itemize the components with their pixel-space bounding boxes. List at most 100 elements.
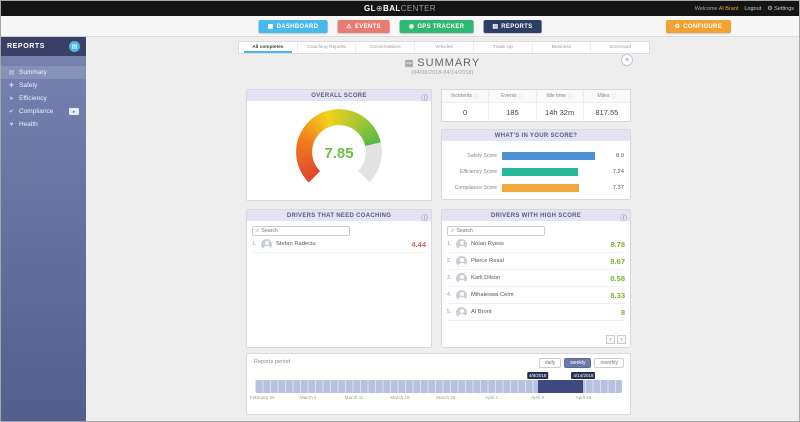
high-driver-row[interactable]: 3. Karli Dilson 8.58: [447, 270, 625, 287]
monthly-button[interactable]: monthly: [594, 358, 624, 368]
export-print-icon[interactable]: ≡: [621, 54, 633, 66]
tick-label: April 1: [485, 395, 499, 400]
safety-score-value: 8.9: [615, 153, 624, 159]
high-driver-row[interactable]: 4. Mihaleswa Celm 8.33: [447, 287, 625, 304]
coaching-driver-row[interactable]: 1. Stefan Radeciu 4.44: [252, 236, 426, 253]
safety-score-bar: [502, 152, 596, 160]
tab-business[interactable]: Business: [533, 42, 592, 53]
driver-avatar: [261, 238, 272, 250]
compliance-score-row: Compliance Score 7.37: [448, 180, 624, 196]
sidebar-item-safety[interactable]: ✚ Safety: [8, 82, 38, 89]
overall-info-icon[interactable]: ⓘ: [421, 94, 428, 102]
tick-label: April 15: [575, 395, 592, 400]
sidebar-item-efficiency[interactable]: ➤ Efficiency: [8, 95, 47, 102]
reports-button[interactable]: ▤ REPORTS: [483, 20, 542, 33]
miles-label: Miles ⓘ: [597, 93, 617, 100]
selected-week-handle[interactable]: [537, 380, 584, 393]
daily-button[interactable]: daily: [538, 358, 562, 368]
overall-score-header: OVERALL SCORE ⓘ: [247, 90, 431, 102]
page-next-button[interactable]: ›: [617, 335, 626, 344]
high-driver-row[interactable]: 2. Pierce Resal 8.67: [447, 253, 625, 270]
driver-rank: 1.: [447, 241, 452, 247]
tick-label: March 4: [299, 395, 317, 400]
high-score-search-input[interactable]: [456, 228, 541, 234]
driver-name[interactable]: Nolan Ryess: [471, 241, 504, 247]
miles-info-icon[interactable]: ⓘ: [611, 93, 617, 100]
events-icon: ⚠: [346, 24, 352, 30]
driver-rank: 1.: [252, 241, 257, 247]
driver-name[interactable]: Karli Dilson: [471, 275, 501, 281]
tab-trade-up[interactable]: Trade Up: [474, 42, 533, 53]
idle-time-value: 14h 32m: [537, 103, 584, 121]
efficiency-score-bar: [502, 168, 579, 176]
driver-score-low: 4.44: [411, 239, 426, 249]
gps-tracker-button[interactable]: ◉ GPS TRACKER: [399, 20, 474, 33]
idle-info-icon[interactable]: ⓘ: [567, 93, 573, 100]
driver-avatar: [456, 255, 467, 267]
safety-score-row: Safety Score 8.9: [448, 148, 624, 164]
high-score-info-icon[interactable]: ⓘ: [620, 214, 627, 222]
overall-score-card: OVERALL SCORE ⓘ 7.85: [246, 89, 432, 201]
health-icon: ♥: [9, 121, 14, 128]
safety-icon: ✚: [8, 83, 15, 89]
events-info-icon[interactable]: ⓘ: [518, 93, 524, 100]
events-button[interactable]: ⚠ EVENTS: [337, 20, 390, 33]
coaching-header: DRIVERS THAT NEED COACHING ⓘ: [247, 210, 431, 222]
timeline-track[interactable]: 4/8/2018 4/14/2018: [255, 372, 622, 393]
high-score-search: ⌕: [447, 226, 545, 236]
weekly-button[interactable]: weekly: [564, 358, 592, 368]
compliance-score-label: Compliance Score: [454, 185, 497, 191]
brand-text-left: GL: [364, 4, 376, 13]
compliance-icon: ✔: [8, 109, 15, 115]
sidebar-item-health[interactable]: ♥ Health: [9, 121, 38, 128]
tab-all-completes[interactable]: All completes: [239, 42, 298, 53]
page-prev-button[interactable]: ‹: [606, 335, 615, 344]
safety-score-track: [502, 152, 607, 160]
brand-logo: GL⊕BALCENTER: [364, 1, 436, 16]
dashboard-button[interactable]: ▦ DASHBOARD: [258, 20, 328, 33]
topbar-links: Welcome Al Brant Logout ⚙ Settings: [695, 1, 794, 16]
sidebar-item-summary[interactable]: ▤ Summary: [1, 66, 86, 79]
driver-name[interactable]: Mihaleswa Celm: [471, 292, 514, 298]
tab-coaching-reports[interactable]: Coaching Reports: [298, 42, 357, 53]
high-driver-row[interactable]: 5. Al Bront 8: [447, 304, 625, 321]
pagination: ‹ ›: [606, 335, 626, 344]
timeline-labels: February 25 March 4 March 11 March 18 Ma…: [250, 395, 622, 403]
overall-gauge: [296, 109, 382, 195]
compliance-expander[interactable]: ▸: [69, 108, 79, 115]
tab-vehicles[interactable]: Vehicles: [415, 42, 474, 53]
coaching-info-icon[interactable]: ⓘ: [421, 214, 428, 222]
main-content: All completes Coaching Reports Conversat…: [86, 37, 799, 421]
incidents-info-icon[interactable]: ⓘ: [474, 93, 480, 100]
range-end-tooltip: 4/14/2018: [571, 372, 596, 379]
compliance-score-bar: [502, 184, 580, 192]
date-range: (04/08/2018-04/14/2018): [411, 70, 474, 76]
high-driver-row[interactable]: 1. Nolan Ryess 8.78: [447, 236, 625, 253]
safety-score-label: Safety Score: [467, 153, 497, 159]
top-bar: GL⊕BALCENTER Welcome Al Brant Logout ⚙ S…: [1, 1, 799, 16]
tab-scorecard[interactable]: Scorecard: [609, 45, 632, 50]
driver-name[interactable]: Stefan Radeciu: [276, 241, 316, 247]
sidebar-item-compliance[interactable]: ✔ Compliance ▸: [1, 105, 86, 118]
tab-conversations[interactable]: Conversations: [356, 42, 416, 53]
sidebar-reports-icon: ▤: [69, 41, 80, 52]
driver-name[interactable]: Al Bront: [471, 309, 492, 315]
globe-icon: ⊕: [375, 4, 384, 13]
settings-link[interactable]: ⚙ Settings: [767, 6, 794, 12]
driver-rank: 4.: [447, 292, 452, 298]
driver-name[interactable]: Pierce Resal: [471, 258, 504, 264]
driver-avatar: [456, 238, 467, 250]
coaching-search-input[interactable]: [261, 228, 346, 234]
configure-button[interactable]: ⚙ CONFIGURE: [665, 20, 731, 33]
driver-score-high: 8.78: [610, 239, 625, 249]
sidebar-title: REPORTS: [7, 43, 46, 50]
logout-link[interactable]: Logout: [744, 5, 762, 12]
summary-icon: ▤: [8, 70, 15, 76]
driver-score-high: 8.33: [610, 290, 625, 300]
driver-score-high: 8.58: [610, 273, 625, 283]
reports-sidebar: REPORTS ▤ ▤ Summary ✚ Safety ➤ Efficiency ✔…: [1, 37, 86, 421]
brand-text-suffix: CENTER: [400, 4, 436, 13]
driver-rank: 5.: [447, 309, 452, 315]
efficiency-score-label: Efficiency Score: [459, 169, 497, 175]
